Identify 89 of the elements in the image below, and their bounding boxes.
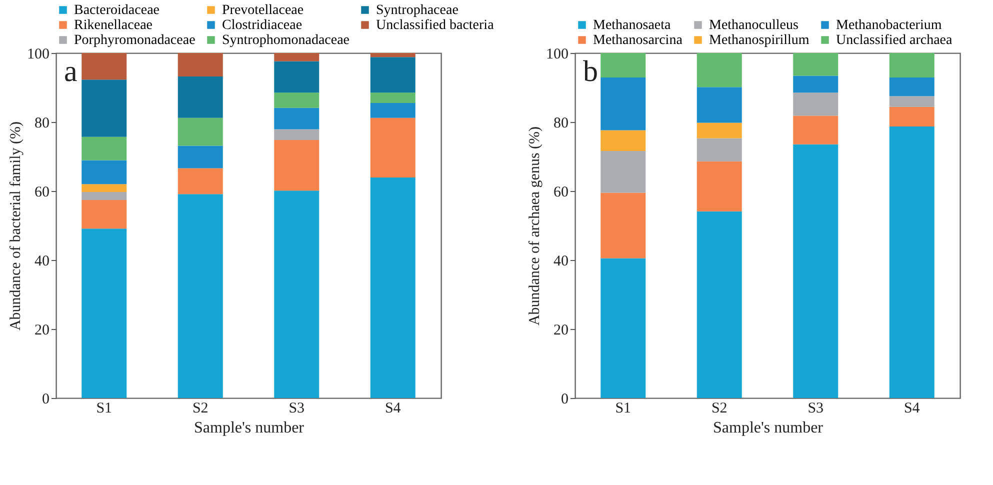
y-axis-title: Abundance of archaea genus (%) [527,126,543,326]
bar [370,57,416,93]
bar [889,96,934,107]
bar [82,53,127,80]
annotation: a [64,55,78,88]
bar [696,87,742,123]
bar [696,53,742,88]
bar [600,150,646,193]
bar [370,118,416,178]
y-axis-title: Abundance of bacterial family (%) [8,121,24,331]
bar [370,103,416,118]
x-axis-title: Sample's number [194,420,305,436]
bar [793,53,838,76]
bar [793,92,838,116]
bar [274,108,320,130]
legend-label: Rikenellaceae [74,18,153,33]
bar [178,76,223,118]
x-axis-title: Sample's number [713,420,824,436]
bar [274,129,320,140]
bar [696,211,742,398]
x-tick-label: S3 [808,400,824,416]
y-tick-label: 100 [546,46,568,62]
x-tick-label: S2 [192,400,208,416]
legend-label: Unclassified bacteria [376,18,495,33]
bar [696,122,742,138]
bar [178,118,223,146]
bar [82,184,127,192]
y-tick-label: 20 [554,322,568,338]
legend-label: Methanosarcina [593,33,684,48]
bar [82,136,127,160]
bar [274,92,320,108]
bar [178,194,223,398]
legend-label: Methanoculleus [709,18,798,33]
bar [889,53,934,78]
legend-label: Unclassified archaea [836,33,953,48]
y-tick-label: 80 [34,116,50,132]
bar [274,140,320,191]
bar [178,168,223,194]
legend-label: Clostridiaceae [222,18,302,33]
bar [82,192,127,200]
bar [600,192,646,258]
y-tick-label: 0 [42,392,50,408]
bar [82,228,127,398]
bar [793,76,838,93]
bar [370,53,416,58]
y-tick-label: 60 [34,184,50,200]
legend-label: Methanospirillum [709,33,810,48]
legend-label: Methanosaeta [593,18,672,33]
y-tick-label: 60 [554,184,568,200]
legend-label: Syntrophaceae [376,3,458,18]
legend-label: Methanobacterium [836,18,942,33]
bar [793,144,838,398]
bar [82,160,127,184]
bar [889,77,934,96]
y-tick-label: 100 [27,46,50,62]
bar [178,146,223,168]
legend-label: Syntrophomonadaceae [222,33,350,48]
y-tick-label: 0 [561,392,568,408]
bar [82,200,127,229]
bar [600,130,646,151]
x-tick-label: S4 [904,400,920,416]
x-tick-label: S2 [711,400,728,416]
bar [696,138,742,162]
y-tick-label: 80 [554,116,568,132]
bar [600,258,646,398]
x-tick-label: S1 [615,400,632,416]
bar [178,53,223,76]
bar [274,190,320,398]
y-tick-label: 40 [554,254,568,270]
bar [889,126,934,398]
legend-label: Bacteroidaceae [74,3,160,18]
bar [370,178,416,398]
bar [696,161,742,212]
bar [600,53,646,78]
bar [889,106,934,126]
annotation: b [583,55,598,88]
y-tick-label: 20 [34,322,50,338]
x-tick-label: S3 [288,400,305,416]
bar [370,92,416,104]
bar [274,53,320,62]
bar [793,116,838,144]
y-tick-label: 40 [34,254,50,270]
bar [82,80,127,137]
bar [600,77,646,130]
legend-label: Prevotellaceae [222,3,304,18]
bar [274,61,320,93]
x-tick-label: S4 [384,400,402,416]
x-tick-label: S1 [96,400,112,416]
legend-label: Porphyromonadaceae [74,33,196,48]
